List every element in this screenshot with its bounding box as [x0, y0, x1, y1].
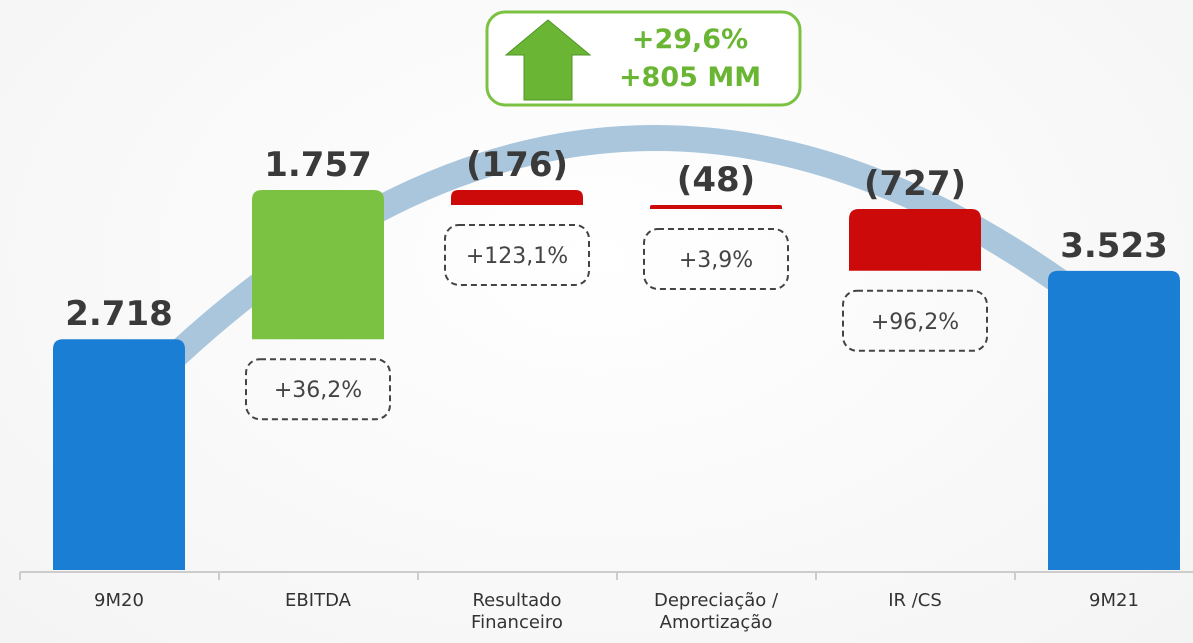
bar: [53, 339, 185, 570]
x-tick-label: 9M20: [94, 590, 144, 611]
x-tick-label: Depreciação / Amortização: [653, 590, 779, 633]
highlight-amount: +805 MM: [619, 62, 761, 93]
value-label: 2.718: [65, 294, 173, 334]
change-box: [842, 289, 988, 352]
bar: [650, 204, 782, 210]
change-box: [643, 228, 789, 291]
change-label: +36,2%: [274, 378, 362, 403]
up-arrow: [504, 19, 592, 101]
change-box: [444, 223, 590, 286]
value-label: (48): [677, 160, 755, 200]
x-tick-label: IR /CS: [888, 590, 942, 611]
change-label: +96,2%: [871, 310, 959, 335]
change-label: +123,1%: [466, 244, 568, 269]
highlight-pct: +29,6%: [632, 24, 748, 55]
x-tick-label: 9M21: [1089, 590, 1139, 611]
value-label: (727): [864, 164, 966, 204]
change-box: [245, 358, 391, 421]
value-label: (176): [466, 145, 568, 185]
x-tick-label: EBITDA: [285, 590, 351, 611]
change-label: +3,9%: [679, 248, 753, 273]
bar: [849, 209, 981, 271]
value-label: 1.757: [264, 145, 372, 185]
bar: [252, 190, 384, 340]
bar: [1048, 270, 1180, 570]
bar: [451, 190, 583, 205]
x-tick-label: Resultado Financeiro: [471, 590, 563, 633]
value-label: 3.523: [1060, 226, 1168, 266]
